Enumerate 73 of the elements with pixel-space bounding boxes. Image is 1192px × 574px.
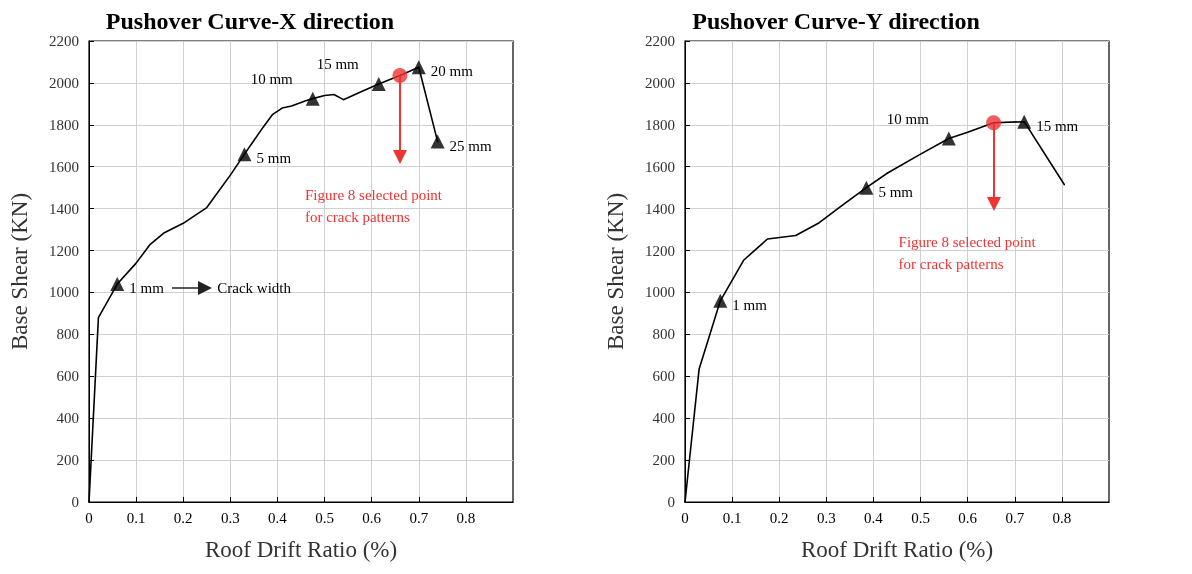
- point: [237, 147, 252, 162]
- annotation: 5 mm: [256, 150, 292, 167]
- y-tick-label: 1400: [645, 200, 675, 217]
- y-tick-label: 1200: [49, 242, 79, 259]
- annotation: 1 mm: [129, 280, 165, 297]
- x-tick-label: 0.6: [958, 509, 978, 526]
- x-axis-title: Roof Drift Ratio (%): [800, 537, 994, 562]
- y-tick-label: 1000: [645, 284, 675, 301]
- y-tick-label: 1200: [645, 242, 675, 259]
- x-tick-label: 0.2: [173, 509, 193, 526]
- annotation: Crack width: [217, 280, 292, 297]
- point: [392, 68, 408, 84]
- x-tick-label: 0: [85, 509, 93, 526]
- y-tick-label: 1600: [49, 158, 79, 175]
- x-tick-label: 0.1: [722, 509, 742, 526]
- chart-title: Pushover Curve-X direction: [105, 8, 395, 34]
- x-tick-label: 0.2: [769, 509, 789, 526]
- y-tick-label: 1800: [645, 116, 675, 133]
- annotation: 5 mm: [878, 183, 914, 200]
- annotation: 10 mm: [886, 110, 930, 127]
- x-tick-label: 0.8: [1052, 509, 1072, 526]
- x-tick-label: 0.3: [816, 509, 836, 526]
- x-tick-label: 0.4: [268, 509, 288, 526]
- annotation: 1 mm: [732, 296, 768, 313]
- point: [713, 293, 728, 308]
- y-tick-label: 2200: [49, 33, 79, 49]
- y-tick-label: 2000: [645, 74, 675, 91]
- y-tick-label: 200: [56, 452, 79, 469]
- x-axis-title: Roof Drift Ratio (%): [204, 537, 398, 562]
- x-tick-label: 0.7: [409, 509, 429, 526]
- x-tick-label: 0.4: [864, 509, 884, 526]
- y-tick-label: 800: [56, 326, 79, 343]
- y-tick-label: 1400: [49, 200, 79, 217]
- x-tick-label: 0.1: [126, 509, 146, 526]
- point: [941, 131, 956, 146]
- point: [1017, 114, 1032, 129]
- x-tick-label: 0.7: [1005, 509, 1025, 526]
- annotation: Figure 8 selected point for crack patterns: [898, 233, 1037, 272]
- y-tick-label: 600: [56, 368, 79, 385]
- y-tick-label: 1800: [49, 116, 79, 133]
- y-tick-label: 800: [652, 326, 675, 343]
- y-tick-label: 0: [71, 494, 79, 510]
- point: [305, 91, 320, 106]
- y-tick-label: 1000: [49, 284, 79, 301]
- x-tick-label: 0.5: [315, 509, 334, 526]
- x-tick-label: 0.5: [911, 509, 930, 526]
- point: [430, 134, 445, 149]
- y-tick-label: 400: [56, 410, 79, 427]
- y-tick-label: 0: [667, 494, 675, 510]
- y-tick-label: 2000: [49, 74, 79, 91]
- point: [986, 115, 1002, 131]
- y-tick-label: 400: [652, 410, 675, 427]
- y-axis-title: Base Shear (KN): [7, 192, 32, 351]
- y-tick-label: 1600: [645, 158, 675, 175]
- y-tick-label: 600: [652, 368, 675, 385]
- x-tick-label: 0: [681, 509, 689, 526]
- y-tick-label: 200: [652, 452, 675, 469]
- annotation: 15 mm: [1036, 117, 1079, 134]
- point: [411, 60, 426, 75]
- annotation: 25 mm: [449, 137, 493, 154]
- point: [110, 277, 125, 292]
- x-tick-label: 0.6: [362, 509, 382, 526]
- x-tick-label: 0.3: [220, 509, 240, 526]
- annotation: Figure 8 selected point for crack patterns: [304, 186, 443, 225]
- x-tick-label: 0.8: [456, 509, 476, 526]
- y-axis-title: Base Shear (KN): [603, 192, 628, 351]
- point: [859, 180, 874, 195]
- annotation: 15 mm: [316, 56, 360, 73]
- point: [371, 76, 386, 91]
- chart-title: Pushover Curve-Y direction: [692, 8, 980, 34]
- annotation: 10 mm: [250, 71, 294, 88]
- annotation: 20 mm: [430, 63, 474, 80]
- y-tick-label: 2200: [645, 33, 675, 49]
